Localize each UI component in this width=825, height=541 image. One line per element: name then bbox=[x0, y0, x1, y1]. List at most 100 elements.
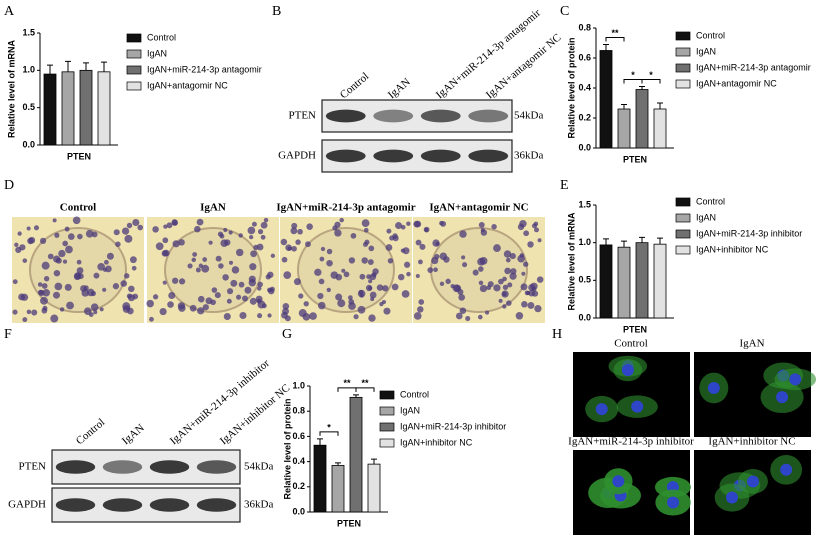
nucleus bbox=[367, 259, 374, 266]
nucleus bbox=[12, 309, 18, 315]
nucleus bbox=[76, 259, 82, 265]
y-tick-label: 0.6 bbox=[578, 52, 591, 62]
nucleus bbox=[162, 237, 169, 244]
cell-nucleus bbox=[667, 496, 680, 509]
blot-band bbox=[373, 109, 414, 123]
nucleus bbox=[244, 286, 252, 294]
blot-size: 54kDa bbox=[514, 110, 543, 122]
nucleus bbox=[478, 221, 485, 228]
nucleus bbox=[238, 281, 245, 288]
bar bbox=[617, 246, 631, 319]
legend-label: IgAN+antagomir NC bbox=[147, 80, 228, 90]
nucleus bbox=[419, 243, 426, 250]
panel-label: B bbox=[272, 4, 281, 19]
significance-bracket bbox=[355, 387, 375, 392]
nucleus bbox=[423, 226, 430, 233]
legend-swatch bbox=[675, 47, 691, 57]
nucleus bbox=[439, 281, 445, 286]
nucleus bbox=[52, 218, 57, 223]
cell-nucleus bbox=[780, 463, 793, 476]
nucleus bbox=[530, 282, 538, 290]
nucleus bbox=[126, 222, 133, 229]
nucleus bbox=[381, 299, 387, 305]
nucleus bbox=[509, 272, 517, 280]
nucleus bbox=[162, 280, 167, 285]
bar bbox=[97, 71, 111, 146]
nucleus bbox=[515, 312, 524, 320]
nucleus bbox=[62, 240, 68, 247]
nucleus bbox=[121, 227, 130, 235]
panel-label: F bbox=[4, 327, 12, 342]
nucleus bbox=[385, 244, 393, 251]
legend-label: IgAN+miR-214-3p antagomir bbox=[696, 62, 811, 72]
nucleus bbox=[85, 229, 94, 238]
nucleus bbox=[413, 312, 422, 320]
nucleus bbox=[478, 280, 484, 286]
nucleus bbox=[37, 282, 43, 287]
cell-nucleus bbox=[612, 475, 625, 488]
nucleus bbox=[462, 262, 468, 268]
nucleus bbox=[479, 256, 488, 265]
nucleus bbox=[166, 222, 173, 229]
legend-swatch bbox=[126, 81, 142, 91]
nucleus bbox=[54, 232, 60, 238]
nucleus bbox=[196, 218, 204, 226]
nucleus bbox=[115, 241, 121, 247]
legend-label: IgAN+miR-214-3p inhibitor bbox=[696, 228, 802, 238]
nucleus bbox=[248, 279, 257, 287]
y-tick-label: 0.4 bbox=[292, 456, 305, 466]
nucleus bbox=[480, 229, 488, 236]
y-tick-label: 1.5 bbox=[22, 27, 35, 37]
error-bar bbox=[657, 102, 663, 109]
blot-row-label: PTEN bbox=[19, 461, 47, 473]
nucleus bbox=[357, 305, 366, 314]
error-bar bbox=[83, 62, 89, 71]
nucleus bbox=[297, 228, 303, 235]
nucleus bbox=[283, 271, 292, 280]
nucleus bbox=[507, 282, 513, 288]
nucleus bbox=[58, 249, 66, 258]
nucleus bbox=[523, 230, 530, 237]
error-bar bbox=[353, 394, 359, 398]
nucleus bbox=[72, 216, 81, 225]
nucleus bbox=[281, 311, 288, 319]
cell-nucleus bbox=[631, 400, 644, 413]
nucleus bbox=[263, 217, 269, 223]
nucleus bbox=[509, 253, 516, 260]
nucleus bbox=[67, 233, 75, 240]
nucleus bbox=[112, 283, 120, 290]
legend-swatch bbox=[126, 49, 142, 59]
error-bar bbox=[317, 438, 323, 446]
nucleus bbox=[256, 286, 262, 291]
panel-label: D bbox=[4, 178, 14, 193]
nucleus bbox=[445, 278, 451, 285]
legend-swatch bbox=[675, 213, 691, 223]
nucleus bbox=[222, 274, 229, 281]
nucleus bbox=[402, 247, 410, 255]
nucleus bbox=[502, 284, 509, 290]
panel-label: G bbox=[282, 327, 292, 342]
blot-band bbox=[196, 460, 237, 474]
y-tick-label: 0.0 bbox=[578, 312, 591, 322]
nucleus bbox=[247, 226, 256, 235]
nucleus bbox=[491, 224, 497, 230]
cell-nucleus bbox=[746, 475, 759, 488]
nucleus bbox=[99, 307, 104, 312]
nucleus bbox=[228, 230, 233, 235]
blot-band bbox=[420, 109, 461, 123]
y-tick-label: 0.6 bbox=[292, 431, 305, 441]
nucleus bbox=[386, 228, 392, 234]
nucleus bbox=[197, 295, 205, 303]
nucleus bbox=[537, 238, 542, 243]
legend-label: IgAN+miR-214-3p antagomir bbox=[147, 64, 262, 74]
blot-size: 36kDa bbox=[244, 499, 273, 511]
bar bbox=[635, 242, 649, 319]
image-label: Control bbox=[60, 202, 96, 214]
error-bar bbox=[639, 236, 645, 243]
y-axis-label: Relative level of mRNA bbox=[566, 212, 576, 311]
nucleus bbox=[126, 307, 134, 315]
nucleus bbox=[131, 265, 137, 271]
nucleus bbox=[361, 219, 370, 228]
nucleus bbox=[195, 267, 201, 273]
nucleus bbox=[291, 245, 297, 252]
